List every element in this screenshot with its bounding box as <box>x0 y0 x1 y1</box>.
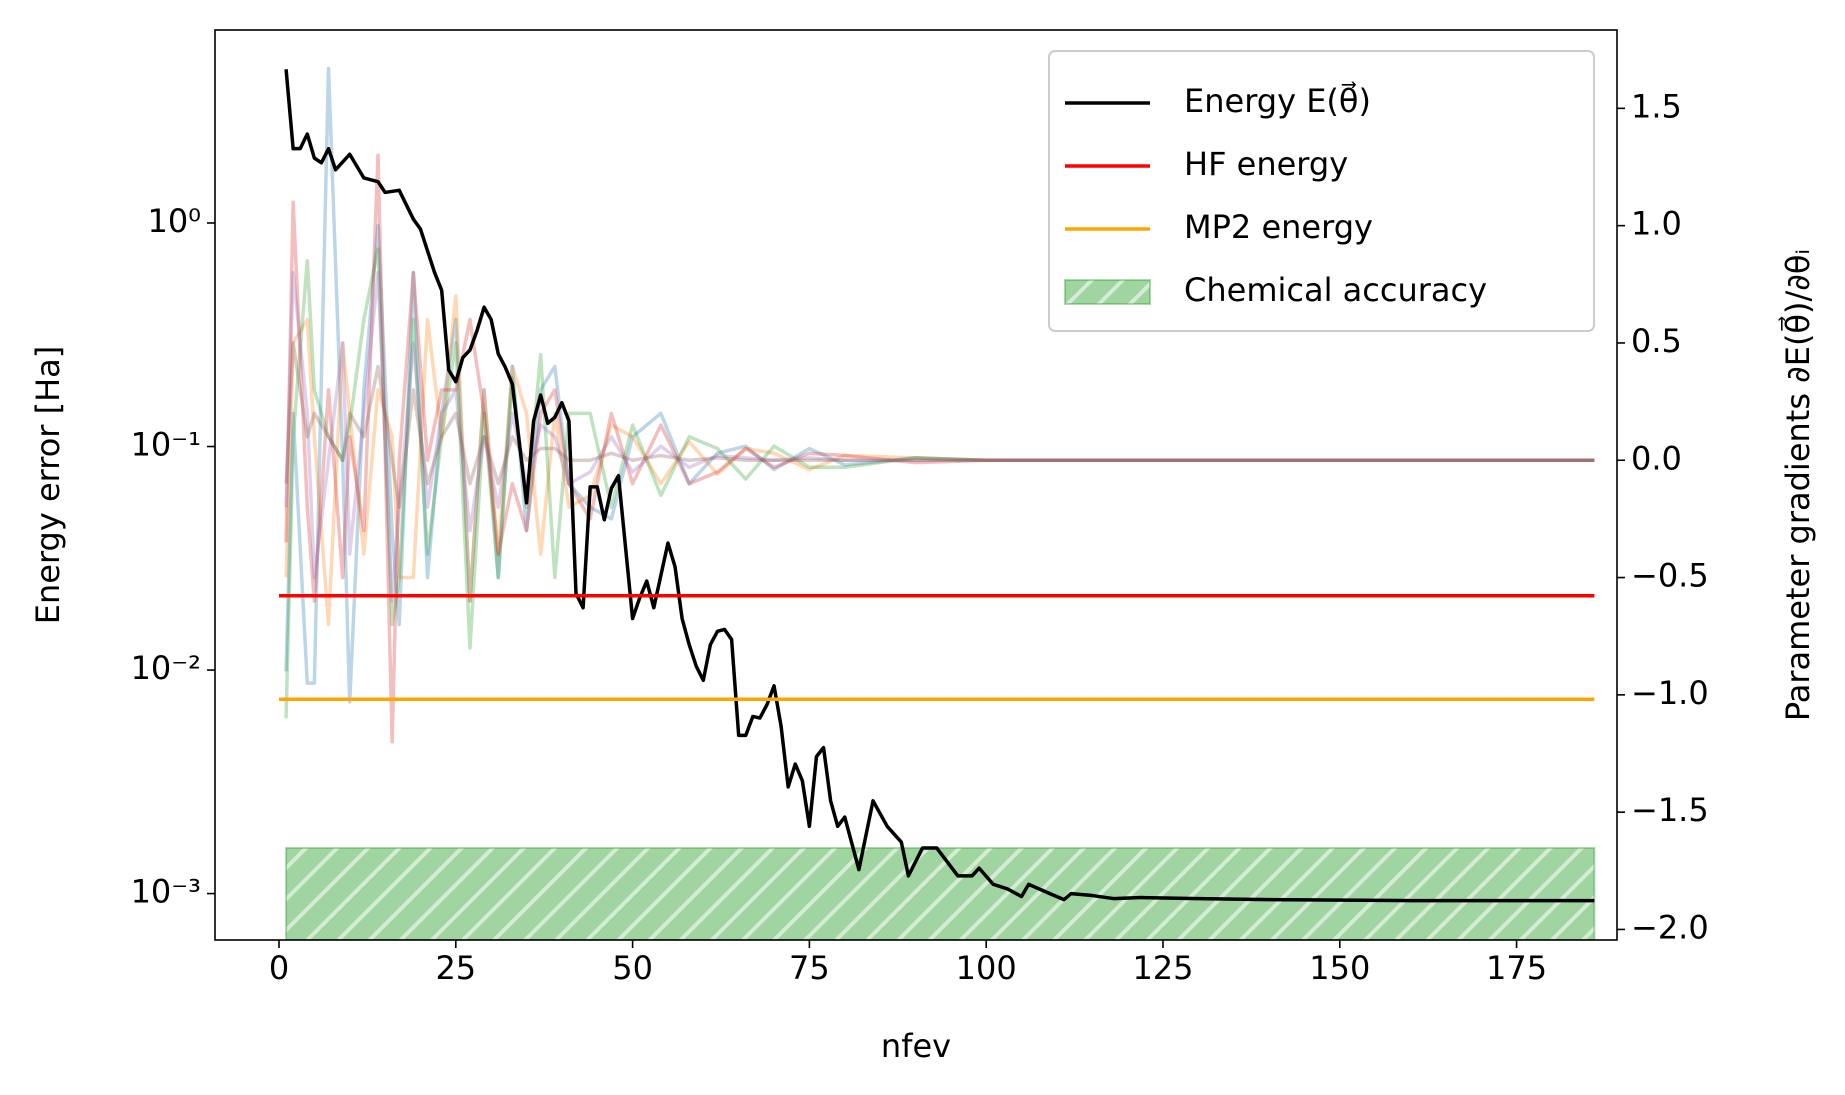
x-tick-label: 75 <box>789 949 830 987</box>
y2-tick-label: 1.5 <box>1631 87 1682 125</box>
x-tick-label: 125 <box>1132 949 1193 987</box>
y2-axis-label: Parameter gradients ∂E(θ⃗)/∂θᵢ <box>1778 249 1817 721</box>
gradient-line <box>284 153 1595 744</box>
y-tick-label: 10⁻³ <box>131 873 201 911</box>
y2-tick-label: 1.0 <box>1631 205 1682 243</box>
plot-area <box>279 66 1596 940</box>
x-axis-label: nfev <box>881 1027 951 1065</box>
gradient-line <box>284 341 1595 509</box>
y-tick-label: 10⁻¹ <box>131 426 201 464</box>
y2-tick-label: −0.5 <box>1631 557 1709 595</box>
y-axis-label: Energy error [Ha] <box>29 346 67 624</box>
x-tick-label: 100 <box>956 949 1017 987</box>
y2-tick-label: 0.0 <box>1631 439 1682 477</box>
y2-tick-label: 0.5 <box>1631 322 1682 360</box>
y2-tick-label: −1.0 <box>1631 674 1709 712</box>
axes-frame <box>214 29 1618 941</box>
y2-tick-label: −1.5 <box>1631 791 1709 829</box>
x-tick-label: 50 <box>612 949 653 987</box>
gradient-line <box>284 294 1595 627</box>
y-tick-label: 10⁻² <box>131 649 201 687</box>
y2-tick-label: −2.0 <box>1631 908 1709 946</box>
x-tick-label: 25 <box>435 949 476 987</box>
x-tick-label: 175 <box>1486 949 1547 987</box>
accuracy-band <box>285 846 1596 940</box>
legend-label: Energy E(θ⃗) <box>1184 81 1371 120</box>
legend-label: MP2 energy <box>1184 208 1373 246</box>
legend-box <box>1048 50 1595 332</box>
x-tick-label: 0 <box>269 949 289 987</box>
legend-label: HF energy <box>1184 145 1348 183</box>
series-line <box>284 69 1595 903</box>
legend-label: Chemical accuracy <box>1184 271 1487 309</box>
gradient-line <box>284 66 1595 704</box>
legend: Energy E(θ⃗) HF energy MP2 energy Chemical … <box>1048 50 1595 332</box>
x-tick-label: 150 <box>1309 949 1370 987</box>
gradient-line <box>284 270 1595 603</box>
legend-swatch <box>1064 279 1151 305</box>
y-tick-label: 10⁰ <box>147 202 201 240</box>
gradient-line <box>284 247 1595 719</box>
